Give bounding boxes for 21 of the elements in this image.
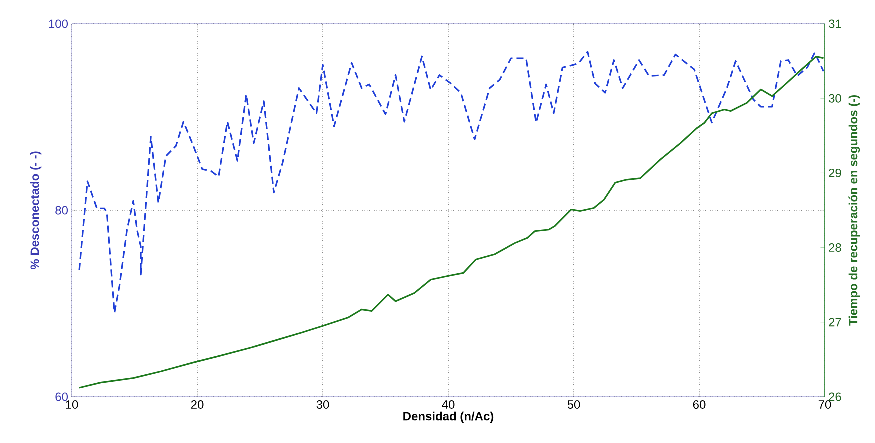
x-tick-label: 40 (442, 400, 455, 410)
y-tick-label: 60 (56, 392, 68, 402)
x-axis-title: Densidad (n/Ac) (404, 412, 494, 424)
x-tick-label: 60 (693, 400, 706, 410)
line-series (78, 51, 825, 314)
y2-tick-label: 28 (829, 244, 842, 252)
y2-tick-label: 30 (828, 94, 842, 103)
x-tick-label: 30 (316, 400, 330, 410)
x-tick-label: 10 (66, 400, 78, 410)
y2-tick-label: 31 (828, 20, 842, 28)
x-tick-label: 20 (191, 400, 204, 410)
y2-tick-label: 29 (829, 168, 842, 178)
x-tick-label: 70 (818, 400, 832, 410)
y-tick-label: 100 (49, 20, 68, 28)
y2-tick-label: 27 (829, 318, 842, 327)
line-series (78, 56, 825, 389)
x-tick-label: 50 (568, 400, 580, 410)
y2-axis-title: Tiempo de recuperación en segundos (-) (848, 96, 860, 326)
y-tick-label: 80 (56, 206, 68, 215)
y-axis-title: % Desconectado (- -) (30, 152, 42, 270)
y2-tick-label: 26 (829, 392, 842, 402)
